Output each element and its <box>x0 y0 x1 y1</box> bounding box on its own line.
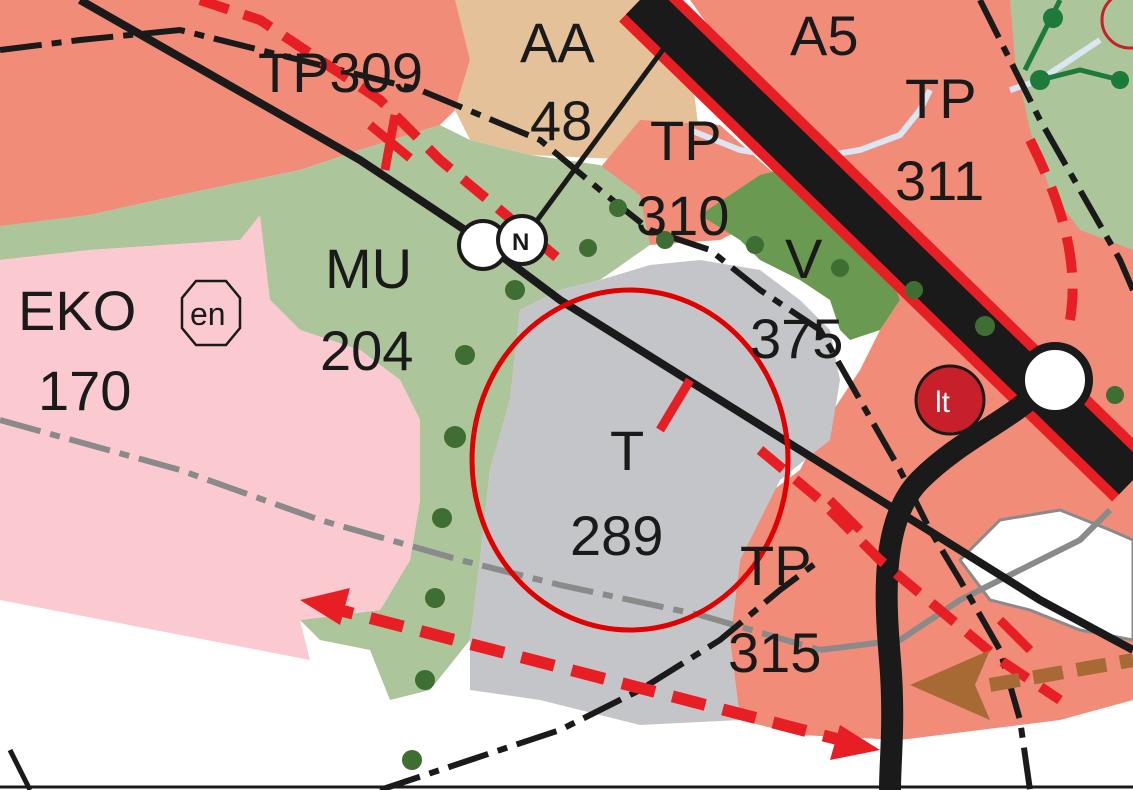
highlight-circle-icon <box>469 287 791 633</box>
area-v375 <box>700 165 900 340</box>
route-arrow-red <box>318 599 862 751</box>
area-t289 <box>470 260 840 725</box>
tree-dots <box>402 199 1124 770</box>
red-tick-2 <box>656 377 694 433</box>
area-white-patch <box>958 508 1133 642</box>
label-mu: MU <box>325 237 412 300</box>
north-arrow-label: N <box>512 229 529 256</box>
label-311: 311 <box>895 149 984 212</box>
boundary-lightblue <box>688 88 933 164</box>
en-badge-label: en <box>190 296 226 332</box>
en-badge-icon <box>180 279 242 347</box>
connector-road <box>527 38 673 232</box>
label-eko: EKO <box>18 279 136 342</box>
area-tp309 <box>0 0 470 226</box>
north-arrow-icon <box>496 214 548 266</box>
label-t: T <box>610 419 644 482</box>
label-v: V <box>785 227 823 290</box>
label-310: 310 <box>636 184 729 247</box>
label-315: 315 <box>728 621 821 684</box>
boundary-black-dashdot-top <box>0 26 1033 790</box>
red-tick-3 <box>826 496 864 534</box>
label-tp311-code: TP <box>905 67 977 130</box>
curved-road <box>875 382 1048 790</box>
red-tick-1b <box>380 114 400 171</box>
red-dashed-boundary-2 <box>756 446 1063 705</box>
red-dashed-boundary-1 <box>198 0 564 264</box>
label-a5: A5 <box>790 4 859 67</box>
junction-circle-icon <box>1017 342 1093 418</box>
boundary-black-dashdot-bottom <box>379 557 822 790</box>
area-green-top-right <box>1010 0 1133 250</box>
boundary-bottom-left <box>7 748 33 790</box>
label-tp315-code: TP <box>740 534 812 597</box>
label-170: 170 <box>38 359 131 422</box>
lt-badge-icon <box>914 364 986 436</box>
label-289: 289 <box>570 504 663 567</box>
red-tick-4 <box>996 616 1034 654</box>
lt-badge-label: lt <box>935 386 951 419</box>
utility-nodes <box>1030 8 1129 90</box>
arrowhead-right <box>830 725 880 760</box>
label-tp310-code: TP <box>650 109 722 172</box>
red-dashed-curve <box>1025 137 1078 321</box>
brown-arrow <box>910 650 990 720</box>
arrowhead-left <box>300 588 350 625</box>
label-tp309: TP309 <box>258 41 423 104</box>
red-outline-circle-top <box>1100 0 1133 50</box>
boundary-black-dashdot-right <box>977 0 1133 292</box>
area-eko170 <box>0 215 420 660</box>
label-aa: AA <box>520 11 595 74</box>
label-204: 204 <box>320 319 413 382</box>
label-48: 48 <box>530 89 592 152</box>
secondary-road <box>78 0 1133 654</box>
brown-dashed-line <box>988 653 1133 692</box>
label-375: 375 <box>750 307 843 370</box>
